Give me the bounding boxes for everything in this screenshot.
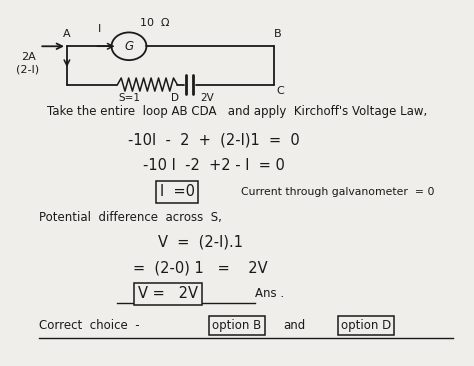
Text: -10 I  -2  +2 - I  = 0: -10 I -2 +2 - I = 0 xyxy=(143,158,285,173)
Text: Potential  difference  across  S,: Potential difference across S, xyxy=(39,211,222,224)
Text: 10  Ω: 10 Ω xyxy=(139,18,169,28)
Text: -10I  -  2  +  (2-I)1  =  0: -10I - 2 + (2-I)1 = 0 xyxy=(128,132,300,147)
Text: (2-I): (2-I) xyxy=(16,65,39,75)
Text: 2V: 2V xyxy=(200,93,214,102)
Text: V  =  (2-I).1: V = (2-I).1 xyxy=(158,235,243,250)
Text: I: I xyxy=(98,23,100,34)
Text: option B: option B xyxy=(212,320,262,332)
Text: Correct  choice  -: Correct choice - xyxy=(39,320,140,332)
Text: G: G xyxy=(124,40,134,53)
Text: C: C xyxy=(276,86,284,96)
Text: Current through galvanometer  = 0: Current through galvanometer = 0 xyxy=(241,187,435,197)
Text: =  (2-0) 1   =    2V: = (2-0) 1 = 2V xyxy=(133,260,267,275)
Text: A: A xyxy=(63,29,71,39)
Text: I  =0: I =0 xyxy=(160,184,195,199)
Text: D: D xyxy=(171,93,179,102)
Text: B: B xyxy=(274,29,282,39)
Text: and: and xyxy=(283,320,305,332)
Text: S=1: S=1 xyxy=(118,93,140,102)
Text: 2A: 2A xyxy=(21,52,36,62)
Text: Take the entire  loop AB CDA   and apply  Kirchoff's Voltage Law,: Take the entire loop AB CDA and apply Ki… xyxy=(47,105,427,118)
Text: Ans .: Ans . xyxy=(255,287,284,300)
Text: V =   2V: V = 2V xyxy=(138,286,198,301)
Text: option D: option D xyxy=(341,320,391,332)
